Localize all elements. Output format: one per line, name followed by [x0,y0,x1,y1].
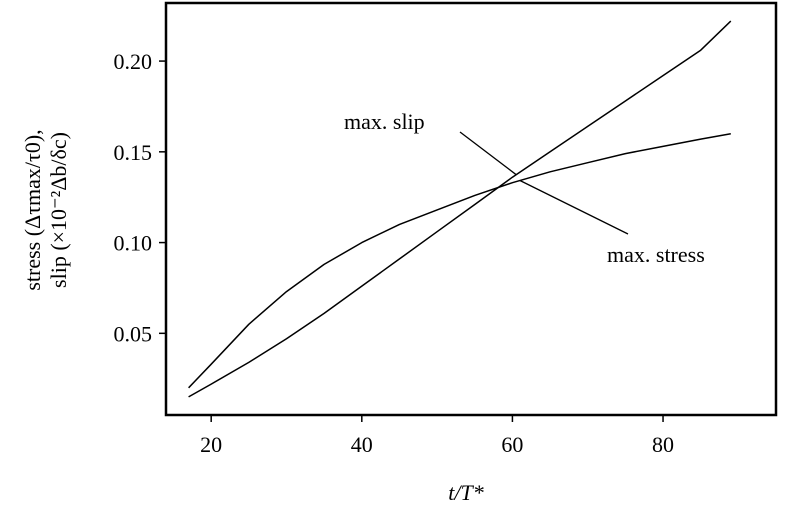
y-tick-label: 0.20 [114,49,153,74]
x-tick-label: 40 [351,432,373,457]
x-tick-label: 80 [652,432,674,457]
annotation-layer: max. slip max. stress [344,109,705,267]
y-axis-label-line1: stress (Δτmax/τ0), [20,129,45,290]
series-layer [188,20,732,398]
y-tick-label: 0.05 [114,321,153,346]
annotation-leader-line [459,131,517,176]
svg-text:stress (Δτmax/τ0),: stress (Δτmax/τ0), [20,129,45,290]
x-tick-label: 60 [501,432,523,457]
plot-frame [164,1,778,417]
series-line-max-slip [188,20,732,398]
y-axis-label-line2: slip (×10⁻²Δb/δc) [46,132,71,288]
y-tick-label: 0.10 [114,231,153,256]
annotation-label: max. stress [607,242,705,267]
y-axis-label: stress (Δτmax/τ0), slip (×10⁻²Δb/δc) [20,129,71,290]
x-axis-label: t/T* [448,480,483,505]
annotation-label: max. slip [344,109,425,134]
ticks-layer: 20 40 60 80 0.05 0.10 0.15 0.20 [114,49,675,457]
svg-text:t/T*: t/T* [448,480,483,505]
annotation-leader-line [519,179,629,235]
y-tick-label: 0.15 [114,140,153,165]
x-axis-label-text: t/T* [448,480,483,505]
series-line-max-stress [188,132,731,389]
svg-text:slip (×10⁻²Δb/δc): slip (×10⁻²Δb/δc) [46,132,71,288]
x-tick-label: 20 [200,432,222,457]
